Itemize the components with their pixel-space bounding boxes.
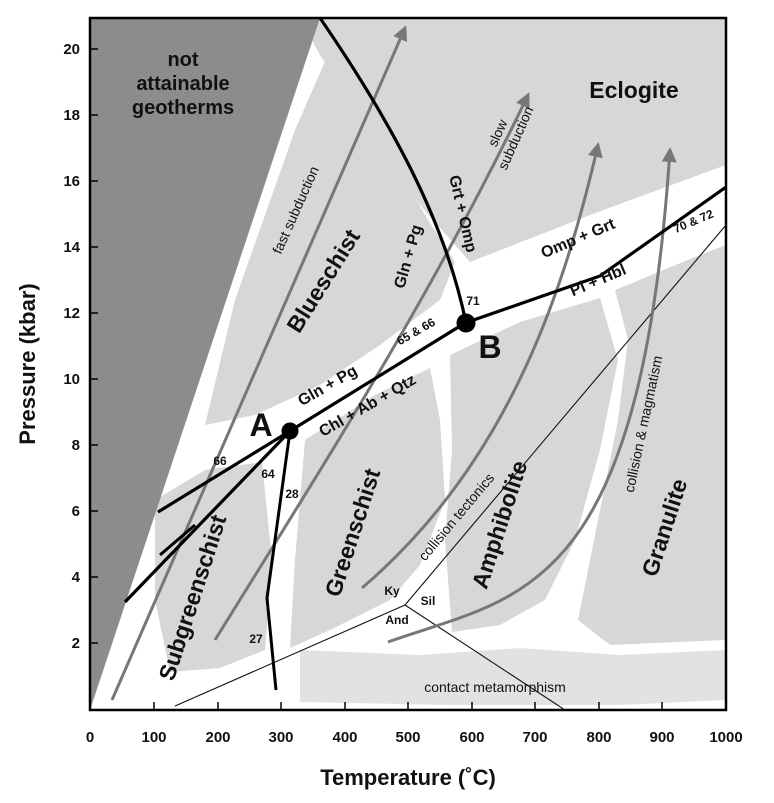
reaction-number-71: 71 xyxy=(466,294,480,308)
and-ky-sil-lower-line xyxy=(174,604,406,707)
y-axis-title: Pressure (kbar) xyxy=(15,283,40,444)
y-tick-label: 16 xyxy=(63,173,80,190)
contact-metamorphism-label: contact metamorphism xyxy=(424,679,566,695)
axis-ticks xyxy=(90,48,663,710)
point-b-marker xyxy=(456,313,476,333)
reaction-line-64 xyxy=(123,429,292,604)
eclogite-label: Eclogite xyxy=(589,77,678,103)
x-axis-title: Temperature (˚C) xyxy=(320,765,496,790)
not-attainable-label: attainable xyxy=(136,73,229,95)
reaction-number-64: 64 xyxy=(261,467,275,481)
region-greenschist-shade xyxy=(290,368,445,648)
reaction-number-66: 66 xyxy=(213,454,227,468)
y-tick-label: 14 xyxy=(63,239,80,256)
kyanite-label: Ky xyxy=(384,584,400,598)
x-tick-label: 1000 xyxy=(709,729,742,746)
reaction-number-28: 28 xyxy=(285,487,299,501)
x-tick-label: 600 xyxy=(459,729,484,746)
kyanite-andalusite-line xyxy=(404,224,726,606)
reaction-line-grt-omp xyxy=(318,18,468,324)
x-tick-label: 0 xyxy=(86,729,94,746)
not-attainable-label: geotherms xyxy=(132,97,234,119)
y-tick-label: 20 xyxy=(63,41,80,58)
y-tick-label: 10 xyxy=(63,371,80,388)
sillimanite-label: Sil xyxy=(421,594,436,608)
point-b-label: B xyxy=(478,329,501,365)
contact-metamorphism-line xyxy=(404,604,566,710)
not-attainable-region xyxy=(90,18,320,710)
x-tick-label: 200 xyxy=(205,729,230,746)
region-subgreenschist-shade xyxy=(155,462,272,672)
reaction-line-66-extension xyxy=(159,523,196,557)
y-tick-label: 8 xyxy=(72,437,80,454)
reaction-number-27: 27 xyxy=(249,632,263,646)
point-a-label: A xyxy=(249,407,272,443)
collision-tectonics-arrow xyxy=(361,142,603,590)
x-tick-label: 800 xyxy=(586,729,611,746)
reaction-line-28-27 xyxy=(265,430,292,691)
x-tick-label: 900 xyxy=(649,729,674,746)
x-tick-label: 700 xyxy=(522,729,547,746)
region-blueschist-shade xyxy=(205,50,455,425)
fast-subduction-arrow xyxy=(110,25,408,701)
x-tick-label: 300 xyxy=(268,729,293,746)
collision-magmatism-arrow xyxy=(387,147,677,644)
region-amphibolite-shade xyxy=(445,298,618,632)
x-tick-label: 500 xyxy=(395,729,420,746)
x-tick-label: 400 xyxy=(332,729,357,746)
y-tick-label: 12 xyxy=(63,305,80,322)
point-a-marker xyxy=(281,422,299,440)
region-eclogite-shade xyxy=(300,18,726,262)
y-tick-label: 2 xyxy=(72,635,80,652)
not-attainable-label: not xyxy=(167,49,198,71)
y-tick-label: 4 xyxy=(72,569,81,586)
x-tick-label: 100 xyxy=(141,729,166,746)
y-tick-label: 18 xyxy=(63,107,80,124)
andalusite-label: And xyxy=(385,613,408,627)
y-tick-label: 6 xyxy=(72,503,80,520)
region-granulite-shade xyxy=(578,245,726,645)
